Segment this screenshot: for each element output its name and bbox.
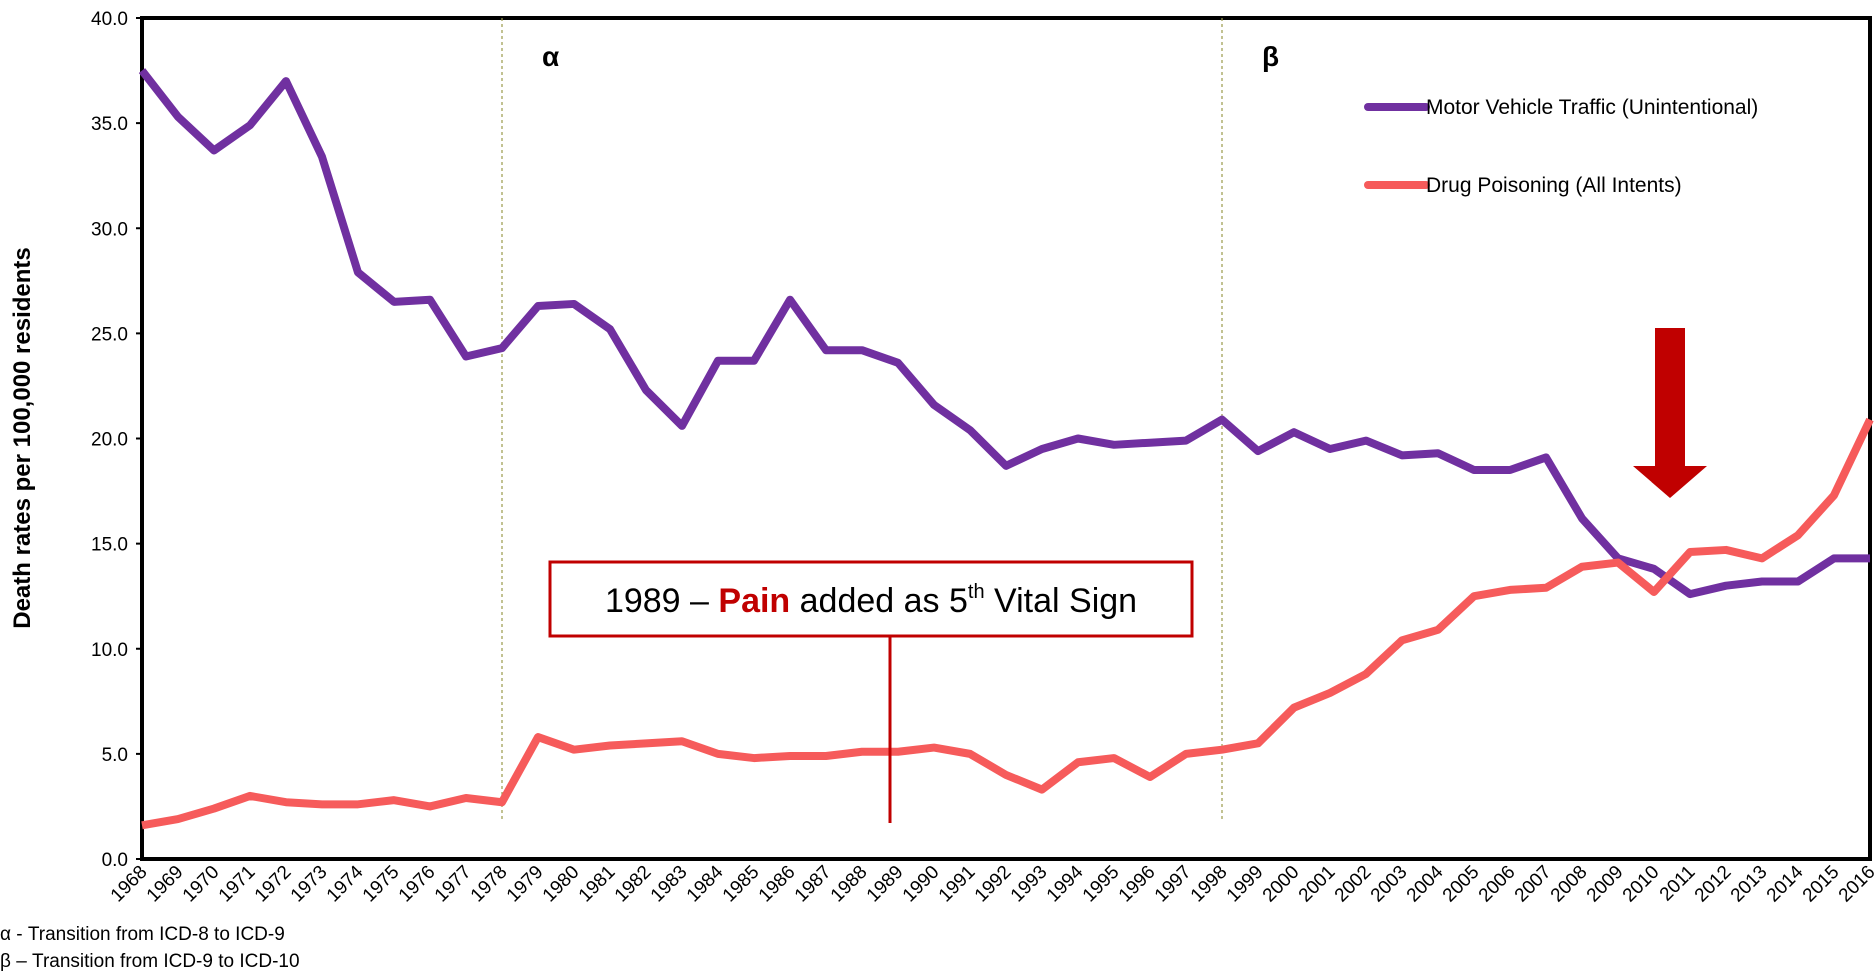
callout-part: 1989 – [605,582,718,620]
x-tick-label: 1997 [1151,862,1196,907]
x-tick-label: 1979 [503,862,548,907]
x-tick-label: 2008 [1547,862,1592,907]
x-tick-label: 1992 [971,862,1016,907]
y-tick-label: 40.0 [91,9,128,30]
x-tick-label: 1989 [863,862,908,907]
plot-frame [140,16,1872,861]
x-tick-label: 2015 [1799,862,1844,907]
footnote: β – Transition from ICD-9 to ICD-10 [0,951,300,972]
x-tick-label: 1985 [719,862,764,907]
x-tick-label: 1974 [323,861,368,906]
callout-part: Vital Sign [985,582,1137,620]
x-tick-label: 2013 [1727,862,1772,907]
callout-part: th [968,581,985,603]
callout-box [548,560,1194,638]
x-tick-label: 2001 [1295,862,1340,907]
x-tick-label: 1982 [611,862,656,907]
reference-label: β [1262,41,1279,72]
y-tick-label: 20.0 [91,430,128,451]
y-tick-label: 25.0 [91,324,128,345]
x-tick-label: 1984 [683,861,728,906]
x-tick-label: 2007 [1511,862,1556,907]
x-tick-label: 2002 [1331,862,1376,907]
series-line [138,68,1870,599]
x-tick-label: 2003 [1367,862,1412,907]
x-tick-label: 1970 [179,862,224,907]
callout-part: added as 5 [790,582,968,620]
legend-label: Motor Vehicle Traffic (Unintentional) [1426,96,1758,119]
x-tick-label: 1987 [791,862,836,907]
x-tick-label: 1998 [1187,862,1232,907]
callout-text: 1989 – Pain added as 5th Vital Sign [605,581,1137,620]
y-tick-label: 30.0 [91,219,128,240]
footnote: α - Transition from ICD-8 to ICD-9 [0,924,285,945]
x-tick-label: 1986 [755,862,800,907]
x-tick-label: 1976 [395,862,440,907]
x-tick-label: 2016 [1835,862,1875,907]
x-tick-label: 2005 [1439,862,1484,907]
x-tick-label: 2006 [1475,862,1520,907]
x-tick-label: 1990 [899,862,944,907]
x-tick-label: 1983 [647,862,692,907]
x-tick-label: 2004 [1403,861,1448,906]
x-tick-label: 1993 [1007,862,1052,907]
x-tick-label: 1999 [1223,862,1268,907]
x-tick-label: 1975 [359,862,404,907]
y-tick-label: 15.0 [91,535,128,556]
x-tick-label: 1972 [251,862,296,907]
x-tick-label: 2011 [1656,862,1700,906]
x-tick-label: 2014 [1763,861,1808,906]
arrow-shaft [1655,328,1685,468]
y-axis-label: Death rates per 100,000 residents [9,247,36,629]
x-tick-label: 1969 [143,862,188,907]
y-tick-label: 35.0 [91,114,128,135]
series-line [141,417,1874,830]
x-tick-label: 1981 [575,862,620,907]
y-tick-label: 10.0 [91,640,128,661]
x-tick-label: 1996 [1115,862,1160,907]
x-tick-label: 2000 [1259,862,1304,907]
x-tick-label: 1977 [431,862,476,907]
y-tick-label: 5.0 [102,745,128,766]
x-tick-label: 2009 [1583,862,1628,907]
arrow-head [1633,466,1707,498]
x-tick-label: 1995 [1079,862,1124,907]
reference-label: α [542,41,559,72]
x-tick-label: 1973 [287,862,332,907]
y-tick-label: 0.0 [102,850,128,871]
x-tick-label: 1994 [1043,861,1088,906]
legend-label: Drug Poisoning (All Intents) [1426,174,1682,197]
x-tick-label: 1980 [539,862,584,907]
x-tick-label: 1971 [215,862,260,907]
x-tick-label: 1978 [467,862,512,907]
x-tick-label: 2010 [1619,862,1664,907]
callout-part: Pain [718,582,790,620]
x-tick-label: 1991 [935,862,980,907]
x-tick-label: 2012 [1691,862,1736,907]
x-tick-label: 1988 [827,862,872,907]
